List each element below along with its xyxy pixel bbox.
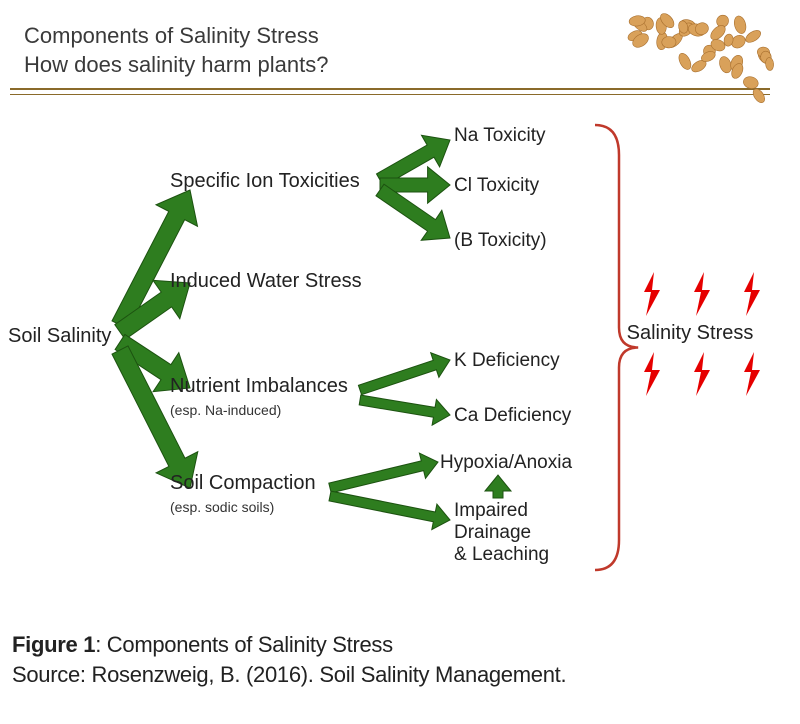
node-ion-label: Specific Ion Toxicities xyxy=(170,170,360,192)
node-root-label: Soil Salinity xyxy=(8,325,111,347)
node-cl: Cl Toxicity xyxy=(454,175,539,197)
node-outcome-label: Salinity Stress xyxy=(627,322,754,344)
node-comp: Soil Compaction (esp. sodic soils) xyxy=(170,472,316,518)
lightning-icon xyxy=(738,352,766,396)
node-water: Induced Water Stress xyxy=(170,270,362,293)
slide-header: Components of Salinity Stress How does s… xyxy=(24,22,328,79)
header-line-2: How does salinity harm plants? xyxy=(24,51,328,80)
node-comp-label: Soil Compaction xyxy=(170,472,316,494)
lightning-icon xyxy=(638,272,666,316)
lightning-icon xyxy=(688,352,716,396)
caption-source: Source: Rosenzweig, B. (2016). Soil Sali… xyxy=(12,660,772,690)
node-nutr-label: Nutrient Imbalances xyxy=(170,375,348,397)
node-na: Na Toxicity xyxy=(454,125,546,147)
node-root: Soil Salinity xyxy=(8,325,111,348)
node-comp-sub: (esp. sodic soils) xyxy=(170,499,274,515)
node-ca: Ca Deficiency xyxy=(454,405,571,427)
node-water-label: Induced Water Stress xyxy=(170,270,362,292)
node-b: (B Toxicity) xyxy=(454,230,547,252)
lightning-icon xyxy=(688,272,716,316)
node-imp: ImpairedDrainage& Leaching xyxy=(454,500,549,566)
caption-fig-label: Figure 1 xyxy=(12,632,95,657)
lightning-icon xyxy=(738,272,766,316)
caption-title: Figure 1: Components of Salinity Stress xyxy=(12,630,772,660)
node-k: K Deficiency xyxy=(454,350,560,372)
lightning-icon xyxy=(638,352,666,396)
node-nutr: Nutrient Imbalances (esp. Na-induced) xyxy=(170,375,348,421)
arrows-layer xyxy=(0,100,800,620)
caption-fig-title: : Components of Salinity Stress xyxy=(95,632,393,657)
flow-diagram: Soil Salinity Specific Ion Toxicities Ind… xyxy=(0,100,800,620)
node-nutr-sub: (esp. Na-induced) xyxy=(170,402,281,418)
node-outcome: Salinity Stress xyxy=(620,322,760,345)
figure-caption: Figure 1: Components of Salinity Stress … xyxy=(12,630,772,689)
node-ion: Specific Ion Toxicities xyxy=(170,170,360,193)
node-hyp: Hypoxia/Anoxia xyxy=(440,452,572,474)
header-line-1: Components of Salinity Stress xyxy=(24,22,328,51)
